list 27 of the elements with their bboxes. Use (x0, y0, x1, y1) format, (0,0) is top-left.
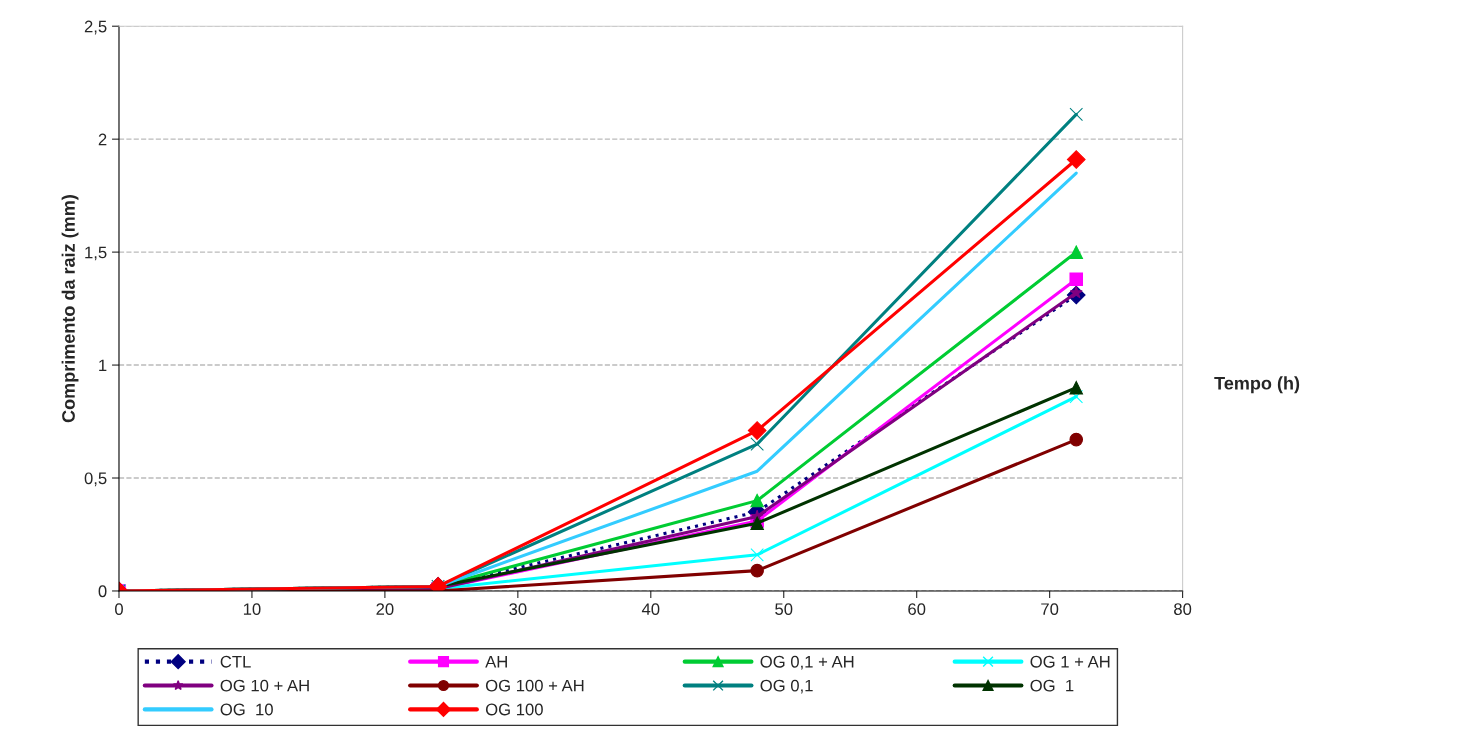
legend-label: OG 10 + AH (220, 679, 309, 692)
legend-label: OG 0,1 + AH (760, 655, 854, 670)
legend-label: CTL (220, 655, 251, 668)
x-tick-label: 50 (775, 603, 793, 616)
legend-label: AH (485, 656, 507, 668)
legend-label: OG 100 + AH (485, 679, 584, 692)
y-tick-label: 0,5 (84, 472, 107, 487)
legend-label: OG 1 + AH (1030, 655, 1110, 668)
y-tick-label: 2,5 (84, 20, 107, 35)
x-tick-label: 30 (509, 603, 527, 616)
x-tick-label: 60 (908, 603, 926, 616)
x-tick-label: 20 (376, 603, 394, 616)
legend-label: OG 100 (485, 703, 543, 716)
x-tick-label: 10 (243, 603, 261, 616)
legend-label: OG 1 (1030, 679, 1074, 692)
y-tick-label: 0 (98, 585, 107, 598)
x-tick-label: 80 (1174, 603, 1192, 616)
y-tick-label: 1 (99, 359, 107, 372)
x-tick-label: 0 (115, 603, 123, 616)
x-axis-title: Tempo (h) (1214, 376, 1300, 394)
x-tick-label: 70 (1041, 603, 1059, 616)
x-tick-label: 40 (641, 603, 660, 616)
legend-label: OG 0,1 (760, 679, 813, 694)
legend-label: OG 10 (220, 703, 273, 716)
y-tick-label: 1,5 (85, 246, 107, 261)
y-tick-label: 2 (98, 133, 107, 146)
y-axis-title: Comprimento da raiz (mm) (61, 195, 79, 423)
